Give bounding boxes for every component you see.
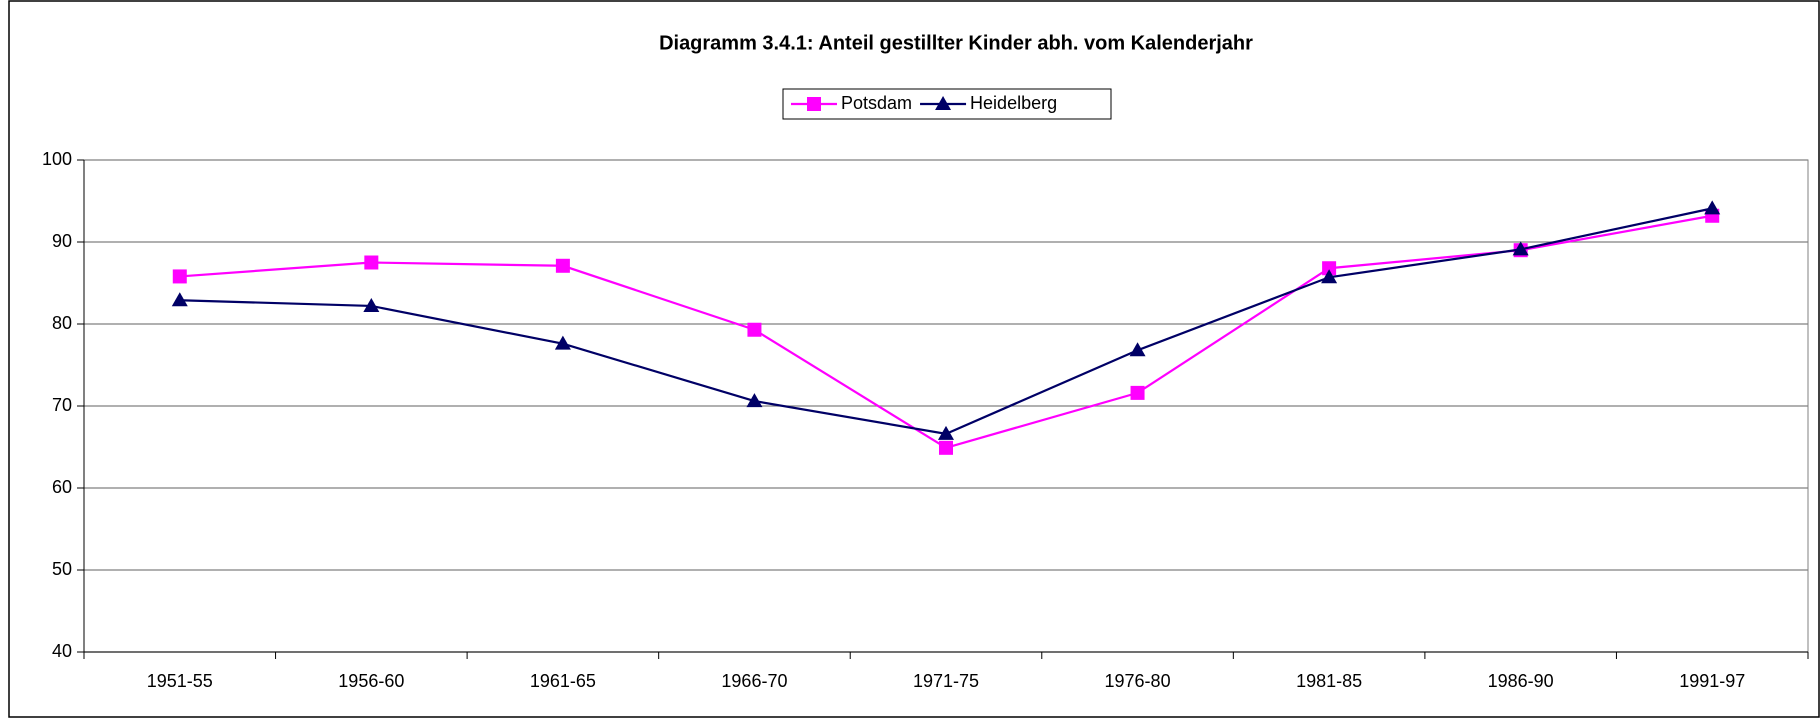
marker — [1129, 342, 1146, 357]
marker — [1512, 241, 1529, 256]
legend-label: Heidelberg — [970, 93, 1057, 113]
x-tick-label: 1991-97 — [1679, 671, 1745, 691]
chart-title: Diagramm 3.4.1: Anteil gestillter Kinder… — [659, 32, 1253, 54]
x-tick-label: 1971-75 — [913, 671, 979, 691]
y-tick-label: 100 — [42, 149, 72, 169]
x-tick-label: 1976-80 — [1105, 671, 1171, 691]
y-tick-label: 40 — [52, 641, 72, 661]
x-tick-label: 1961-65 — [530, 671, 596, 691]
x-tick-label: 1986-90 — [1488, 671, 1554, 691]
marker — [1322, 261, 1337, 276]
marker — [746, 393, 763, 408]
y-tick-label: 70 — [52, 395, 72, 415]
y-tick-label: 80 — [52, 313, 72, 333]
marker — [1321, 269, 1338, 284]
marker — [938, 425, 954, 440]
marker — [935, 96, 952, 110]
marker — [364, 255, 379, 270]
marker — [172, 269, 187, 284]
marker — [1704, 200, 1721, 215]
marker — [555, 258, 570, 273]
y-tick-label: 60 — [52, 477, 72, 497]
y-tick-label: 90 — [52, 231, 72, 251]
marker — [363, 297, 380, 312]
x-tick-label: 1956-60 — [338, 671, 404, 691]
x-tick-label: 1966-70 — [721, 671, 787, 691]
legend-label: Potsdam — [841, 93, 912, 113]
y-tick-label: 50 — [52, 559, 72, 579]
x-tick-label: 1981-85 — [1296, 671, 1362, 691]
marker — [807, 97, 821, 111]
x-tick-label: 1951-55 — [147, 671, 213, 691]
marker — [939, 440, 953, 455]
marker — [171, 292, 188, 307]
marker — [747, 322, 762, 337]
marker — [554, 335, 571, 350]
marker — [1130, 385, 1145, 400]
